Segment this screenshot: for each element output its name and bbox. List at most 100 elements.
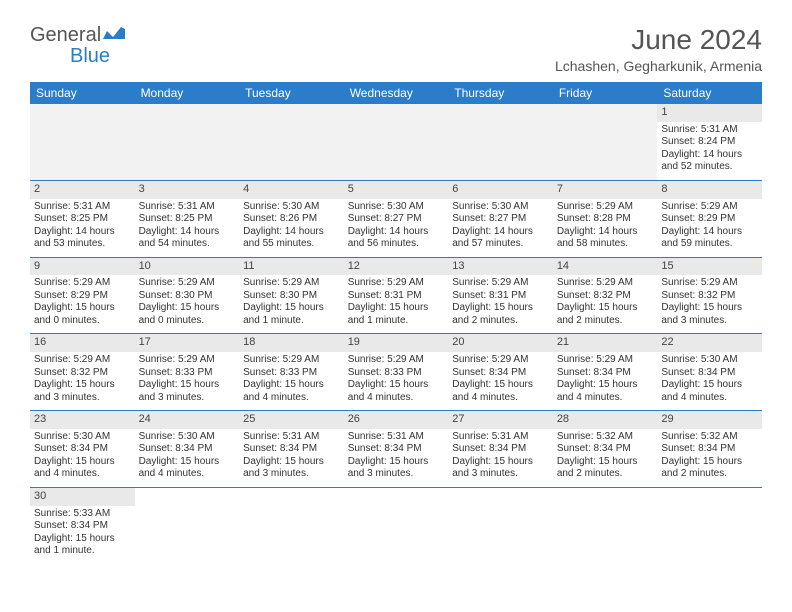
day-number: 30: [30, 488, 135, 506]
day-number: 25: [239, 411, 344, 429]
sunset-text: Sunset: 8:27 PM: [452, 213, 549, 226]
calendar-row: 30Sunrise: 5:33 AMSunset: 8:34 PMDayligh…: [30, 487, 762, 563]
calendar-cell: 2Sunrise: 5:31 AMSunset: 8:25 PMDaylight…: [30, 180, 135, 257]
day-number: 15: [657, 258, 762, 276]
daylight-text: and 2 minutes.: [557, 468, 654, 481]
calendar-cell: 3Sunrise: 5:31 AMSunset: 8:25 PMDaylight…: [135, 180, 240, 257]
calendar-cell: [553, 487, 658, 563]
daylight-text: Daylight: 14 hours: [661, 226, 758, 239]
calendar-cell: 16Sunrise: 5:29 AMSunset: 8:32 PMDayligh…: [30, 334, 135, 411]
day-number: 26: [344, 411, 449, 429]
sunset-text: Sunset: 8:29 PM: [661, 213, 758, 226]
sunset-text: Sunset: 8:25 PM: [34, 213, 131, 226]
daylight-text: and 53 minutes.: [34, 238, 131, 251]
day-number: 9: [30, 258, 135, 276]
daylight-text: Daylight: 14 hours: [243, 226, 340, 239]
calendar-body: 1 Sunrise: 5:31 AM Sunset: 8:24 PM Daylight…: [30, 104, 762, 564]
sunset-text: Sunset: 8:24 PM: [661, 136, 758, 149]
day-header: Sunday: [30, 82, 135, 104]
sunset-text: Sunset: 8:34 PM: [661, 367, 758, 380]
calendar-cell: [135, 487, 240, 563]
sunrise-text: Sunrise: 5:29 AM: [243, 354, 340, 367]
daylight-text: Daylight: 15 hours: [348, 456, 445, 469]
daylight-text: and 0 minutes.: [139, 315, 236, 328]
calendar-cell: 25Sunrise: 5:31 AMSunset: 8:34 PMDayligh…: [239, 411, 344, 488]
daylight-text: Daylight: 15 hours: [452, 456, 549, 469]
day-number: 28: [553, 411, 658, 429]
daylight-text: Daylight: 15 hours: [661, 379, 758, 392]
calendar-cell: 18Sunrise: 5:29 AMSunset: 8:33 PMDayligh…: [239, 334, 344, 411]
sunset-text: Sunset: 8:32 PM: [661, 290, 758, 303]
sunrise-text: Sunrise: 5:29 AM: [557, 354, 654, 367]
sunrise-text: Sunrise: 5:29 AM: [452, 354, 549, 367]
sunrise-text: Sunrise: 5:30 AM: [348, 201, 445, 214]
calendar-row: 16Sunrise: 5:29 AMSunset: 8:32 PMDayligh…: [30, 334, 762, 411]
sunrise-text: Sunrise: 5:30 AM: [661, 354, 758, 367]
daylight-text: Daylight: 15 hours: [34, 456, 131, 469]
daylight-text: and 2 minutes.: [452, 315, 549, 328]
sunset-text: Sunset: 8:34 PM: [348, 443, 445, 456]
daylight-text: Daylight: 15 hours: [452, 379, 549, 392]
day-number: 13: [448, 258, 553, 276]
day-header: Monday: [135, 82, 240, 104]
daylight-text: and 52 minutes.: [661, 161, 758, 174]
calendar-cell: 10Sunrise: 5:29 AMSunset: 8:30 PMDayligh…: [135, 257, 240, 334]
sunrise-text: Sunrise: 5:29 AM: [139, 354, 236, 367]
sunrise-text: Sunrise: 5:31 AM: [139, 201, 236, 214]
day-number: 1: [657, 104, 762, 122]
calendar-cell: 9Sunrise: 5:29 AMSunset: 8:29 PMDaylight…: [30, 257, 135, 334]
daylight-text: Daylight: 15 hours: [139, 302, 236, 315]
calendar-cell: [448, 487, 553, 563]
day-number: 29: [657, 411, 762, 429]
calendar-cell: 1Sunrise: 5:31 AMSunset: 8:24 PMDaylight…: [657, 104, 762, 180]
calendar-cell: 29Sunrise: 5:32 AMSunset: 8:34 PMDayligh…: [657, 411, 762, 488]
daylight-text: and 54 minutes.: [139, 238, 236, 251]
daylight-text: Daylight: 15 hours: [452, 302, 549, 315]
calendar-cell: 23Sunrise: 5:30 AMSunset: 8:34 PMDayligh…: [30, 411, 135, 488]
day-number: 12: [344, 258, 449, 276]
daylight-text: and 2 minutes.: [661, 468, 758, 481]
title-block: June 2024 Lchashen, Gegharkunik, Armenia: [555, 24, 762, 74]
day-header: Saturday: [657, 82, 762, 104]
sunset-text: Sunset: 8:27 PM: [348, 213, 445, 226]
daylight-text: and 4 minutes.: [34, 468, 131, 481]
sunrise-text: Sunrise: 5:31 AM: [452, 431, 549, 444]
daylight-text: Daylight: 15 hours: [557, 456, 654, 469]
calendar-cell: [553, 104, 658, 180]
day-number: 22: [657, 334, 762, 352]
daylight-text: and 1 minute.: [243, 315, 340, 328]
calendar-cell: 26Sunrise: 5:31 AMSunset: 8:34 PMDayligh…: [344, 411, 449, 488]
logo-text-general: General: [30, 24, 101, 46]
daylight-text: Daylight: 14 hours: [34, 226, 131, 239]
calendar-cell: [135, 104, 240, 180]
sunset-text: Sunset: 8:34 PM: [557, 367, 654, 380]
daylight-text: and 0 minutes.: [34, 315, 131, 328]
calendar-cell: 12Sunrise: 5:29 AMSunset: 8:31 PMDayligh…: [344, 257, 449, 334]
daylight-text: Daylight: 15 hours: [243, 379, 340, 392]
sunrise-text: Sunrise: 5:29 AM: [661, 277, 758, 290]
daylight-text: and 57 minutes.: [452, 238, 549, 251]
sunset-text: Sunset: 8:34 PM: [557, 443, 654, 456]
calendar-cell: 28Sunrise: 5:32 AMSunset: 8:34 PMDayligh…: [553, 411, 658, 488]
sunset-text: Sunset: 8:29 PM: [34, 290, 131, 303]
calendar-row: 1Sunrise: 5:31 AMSunset: 8:24 PMDaylight…: [30, 104, 762, 180]
calendar-cell: 19Sunrise: 5:29 AMSunset: 8:33 PMDayligh…: [344, 334, 449, 411]
sunset-text: Sunset: 8:33 PM: [139, 367, 236, 380]
day-number: 23: [30, 411, 135, 429]
daylight-text: and 1 minute.: [34, 545, 131, 558]
calendar-cell: 4Sunrise: 5:30 AMSunset: 8:26 PMDaylight…: [239, 180, 344, 257]
sunset-text: Sunset: 8:34 PM: [452, 367, 549, 380]
sunset-text: Sunset: 8:32 PM: [34, 367, 131, 380]
sunrise-text: Sunrise: 5:30 AM: [34, 431, 131, 444]
calendar-row: 9 Sunrise: 5:29 AM Sunset: 8:29 PM Daylight…: [30, 257, 762, 334]
sunrise-text: Sunrise: 5:29 AM: [557, 277, 654, 290]
daylight-text: Daylight: 14 hours: [557, 226, 654, 239]
sunrise-text: Sunrise: 5:31 AM: [34, 201, 131, 214]
daylight-text: and 2 minutes.: [557, 315, 654, 328]
day-number: 20: [448, 334, 553, 352]
day-number: 6: [448, 181, 553, 199]
sunset-text: Sunset: 8:31 PM: [452, 290, 549, 303]
day-number: 19: [344, 334, 449, 352]
daylight-text: and 3 minutes.: [348, 468, 445, 481]
sunrise-text: Sunrise: 5:30 AM: [243, 201, 340, 214]
